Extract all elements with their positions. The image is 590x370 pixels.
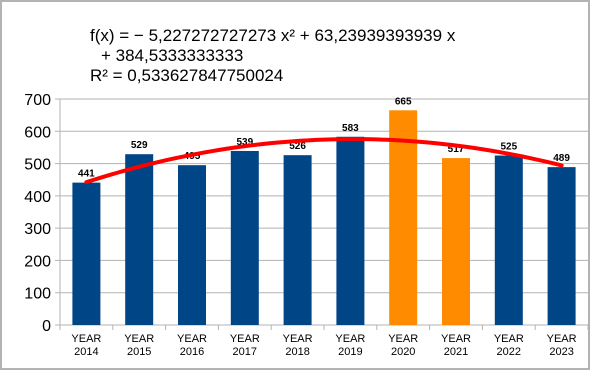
x-tick-label: YEAR	[230, 333, 260, 345]
x-tick-label: YEAR	[71, 333, 101, 345]
data-label: 441	[78, 169, 95, 180]
y-tick-label: 500	[24, 157, 51, 174]
data-label: 583	[342, 123, 359, 134]
bar	[389, 110, 418, 325]
x-tick-label: 2014	[74, 346, 98, 358]
x-tick-label: 2023	[549, 346, 573, 358]
bar	[547, 167, 576, 325]
trendline-r-squared: R² = 0,533627847750024	[90, 66, 284, 85]
bar	[72, 182, 101, 325]
y-tick-label: 600	[24, 124, 51, 141]
y-tick-label: 300	[24, 221, 51, 238]
bar	[125, 154, 154, 325]
bar	[442, 158, 470, 325]
data-label: 539	[236, 137, 253, 148]
bar	[230, 150, 259, 325]
y-tick-label: 0	[42, 318, 51, 335]
x-tick-label: YEAR	[335, 333, 365, 345]
bar	[336, 136, 365, 325]
bar	[283, 155, 312, 325]
bar	[178, 165, 206, 325]
x-tick-label: YEAR	[177, 333, 207, 345]
x-tick-label: 2022	[497, 346, 521, 358]
data-label: 525	[500, 142, 517, 153]
x-tick-label: 2018	[285, 346, 309, 358]
data-label: 517	[448, 144, 465, 155]
y-tick-label: 200	[24, 253, 51, 270]
data-label: 665	[395, 96, 412, 107]
x-tick-label: 2017	[233, 346, 257, 358]
x-tick-label: 2015	[127, 346, 151, 358]
trendline-equation-line1: f(x) = − 5,227272727273 x² + 63,23939393…	[90, 26, 456, 45]
x-tick-label: 2020	[391, 346, 415, 358]
data-label: 526	[289, 141, 306, 152]
x-tick-label: YEAR	[283, 333, 313, 345]
x-tick-label: 2021	[444, 346, 468, 358]
trendline-equation-line2: + 384,5333333333	[101, 46, 244, 65]
x-tick-label: 2019	[338, 346, 362, 358]
data-label: 489	[553, 153, 570, 164]
x-tick-label: YEAR	[388, 333, 418, 345]
x-tick-label: 2016	[180, 346, 204, 358]
y-tick-label: 100	[24, 286, 51, 303]
data-label: 529	[131, 140, 148, 151]
x-tick-label: YEAR	[494, 333, 524, 345]
trendline	[84, 137, 564, 185]
x-tick-label: YEAR	[547, 333, 577, 345]
y-tick-label: 700	[24, 92, 51, 109]
y-tick-label: 400	[24, 189, 51, 206]
x-tick-label: YEAR	[124, 333, 154, 345]
x-tick-label: YEAR	[441, 333, 471, 345]
bar	[494, 155, 523, 325]
